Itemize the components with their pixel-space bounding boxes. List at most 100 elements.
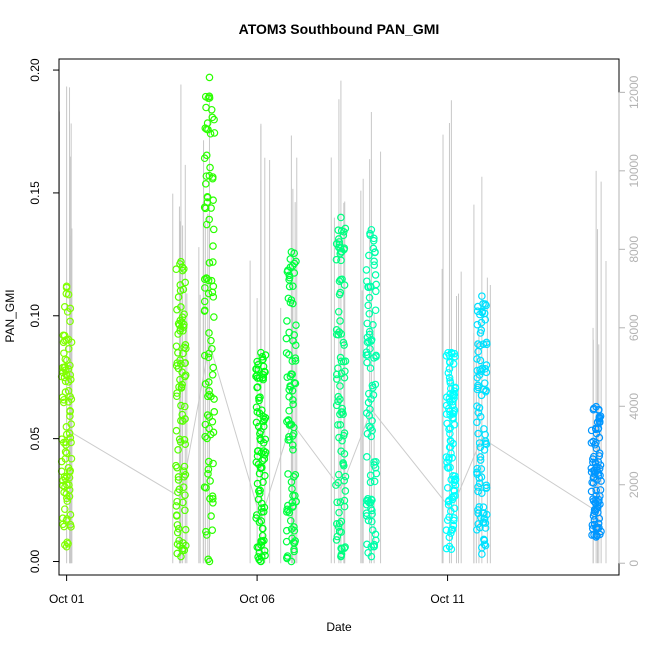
data-point	[209, 258, 217, 266]
data-point	[450, 390, 459, 399]
data-point	[61, 541, 69, 549]
x-axis-label: Date	[326, 620, 352, 634]
y-tick-label: 0.20	[28, 58, 42, 82]
data-point	[446, 424, 455, 432]
data-point	[252, 514, 260, 522]
data-point	[66, 412, 74, 420]
data-point	[205, 259, 214, 267]
data-point	[473, 366, 482, 375]
data-point	[595, 433, 604, 442]
data-point	[292, 257, 300, 266]
data-point	[363, 540, 371, 549]
data-point	[473, 464, 482, 473]
data-point	[178, 313, 187, 321]
data-point	[285, 350, 293, 359]
data-point	[372, 353, 380, 361]
data-point	[590, 516, 599, 524]
data-point	[209, 282, 218, 291]
data-point	[481, 439, 490, 448]
series-block-7	[360, 111, 382, 564]
data-point	[63, 356, 71, 365]
data-point	[449, 410, 458, 418]
data-point	[254, 361, 262, 369]
data-point	[368, 526, 377, 534]
data-point	[363, 429, 372, 438]
data-point	[62, 441, 70, 449]
data-point	[173, 389, 181, 397]
data-point	[340, 429, 349, 437]
data-point	[60, 505, 69, 513]
data-point	[61, 388, 70, 396]
data-point	[64, 290, 73, 299]
data-point	[332, 375, 341, 383]
data-point	[480, 379, 489, 387]
data-point	[332, 481, 340, 489]
data-point	[363, 277, 371, 286]
data-point	[210, 129, 219, 137]
data-point	[369, 391, 378, 399]
data-point	[478, 308, 487, 317]
data-point	[176, 281, 185, 289]
data-point	[257, 553, 266, 561]
data-point	[363, 338, 372, 347]
data-point	[254, 422, 263, 431]
data-point	[67, 338, 76, 347]
data-point	[447, 526, 456, 534]
data-point	[253, 371, 261, 380]
data-point	[253, 383, 262, 391]
data-point	[202, 151, 211, 160]
data-point	[208, 526, 217, 534]
data-point	[336, 353, 345, 362]
data-point	[207, 512, 215, 520]
data-point	[476, 341, 484, 350]
data-point	[587, 487, 596, 496]
data-point-extreme	[337, 213, 345, 222]
data-point	[336, 395, 344, 403]
data-point	[258, 499, 266, 508]
data-point	[208, 495, 217, 503]
data-point	[288, 503, 297, 511]
data-point	[204, 276, 213, 285]
data-point	[451, 352, 459, 361]
data-point	[66, 317, 74, 326]
data-point	[61, 483, 69, 491]
data-point	[174, 488, 182, 497]
data-point	[590, 520, 599, 529]
data-point	[173, 305, 181, 314]
data-point	[372, 457, 380, 466]
y2-tick-label: 12000	[627, 75, 641, 109]
data-point	[363, 351, 372, 359]
data-point	[482, 368, 491, 377]
data-point	[340, 281, 349, 289]
series-block-8	[441, 100, 462, 564]
data-point	[204, 353, 213, 362]
data-point	[480, 515, 488, 523]
data-point	[481, 541, 490, 550]
data-point	[173, 528, 182, 537]
data-point	[181, 470, 190, 479]
data-point-extreme	[337, 552, 345, 561]
data-point	[64, 378, 73, 386]
data-point	[200, 297, 209, 306]
data-point	[201, 380, 210, 388]
data-point	[365, 293, 374, 302]
data-point	[210, 115, 218, 124]
data-point	[178, 544, 187, 553]
data-point	[337, 447, 345, 456]
data-point	[282, 526, 291, 535]
x-tick-label: Oct 01	[49, 592, 85, 606]
data-point-extreme	[592, 402, 600, 411]
data-point	[287, 420, 296, 429]
data-point	[59, 398, 68, 407]
data-point	[443, 463, 452, 472]
data-point	[340, 341, 348, 349]
data-point	[179, 323, 188, 331]
data-point	[446, 379, 455, 387]
data-point	[258, 508, 266, 516]
data-point	[596, 461, 605, 469]
data-point	[178, 266, 187, 275]
data-point	[176, 356, 184, 364]
data-point	[289, 445, 297, 454]
data-point	[476, 523, 484, 532]
